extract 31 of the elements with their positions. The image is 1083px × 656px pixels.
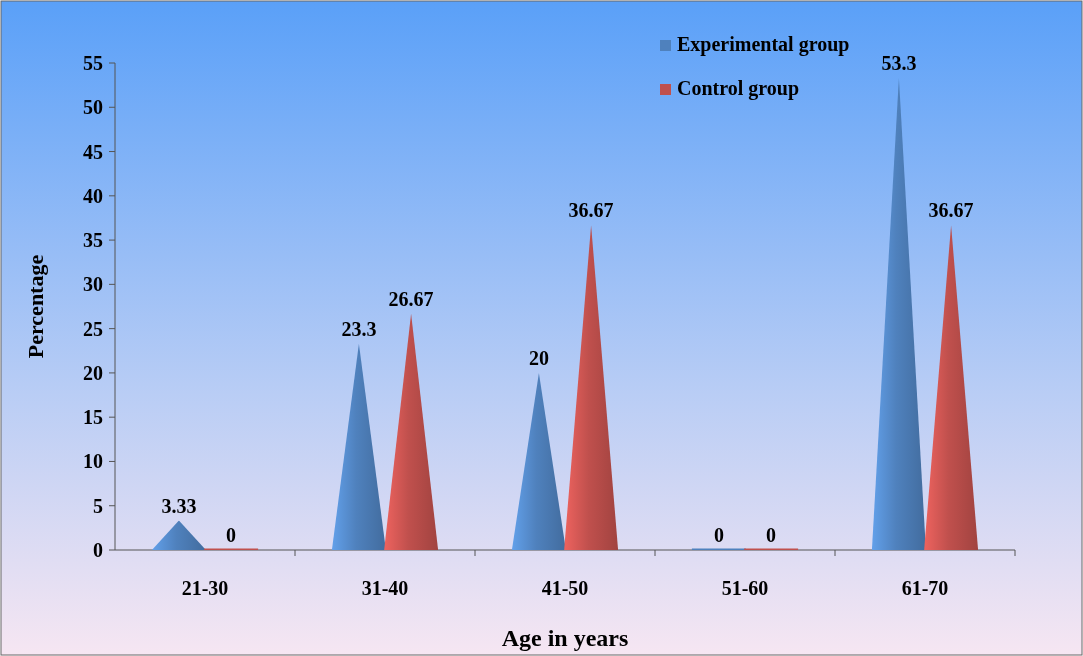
x-tick-label: 51-60 xyxy=(721,577,769,599)
x-tick-label: 31-40 xyxy=(361,577,409,599)
x-tick-label: 21-30 xyxy=(181,577,229,599)
y-tick-label: 10 xyxy=(83,450,103,473)
data-label: 20 xyxy=(528,346,549,369)
data-label: 36.67 xyxy=(928,199,974,222)
data-label: 23.3 xyxy=(341,317,377,340)
data-label: 0 xyxy=(226,524,237,546)
y-tick-label: 0 xyxy=(93,539,103,561)
y-tick-label: 25 xyxy=(83,317,103,340)
x-axis-title: Age in years xyxy=(501,625,629,651)
y-tick-label: 45 xyxy=(83,140,103,163)
data-label: 0 xyxy=(766,524,777,546)
y-tick-label: 40 xyxy=(83,184,103,207)
x-tick-label: 41-50 xyxy=(541,577,589,599)
data-label: 0 xyxy=(713,524,724,546)
legend-label: Control group xyxy=(677,77,800,100)
y-tick-label: 55 xyxy=(83,52,103,74)
y-tick-label: 15 xyxy=(83,406,103,429)
y-tick-label: 5 xyxy=(93,494,103,517)
x-tick-label: 61-70 xyxy=(901,577,949,599)
data-label: 36.67 xyxy=(568,199,614,222)
data-label: 53.3 xyxy=(881,52,917,75)
legend-label: Experimental group xyxy=(677,33,850,56)
y-tick-label: 20 xyxy=(83,361,103,384)
data-label: 3.33 xyxy=(161,494,197,517)
y-tick-label: 35 xyxy=(83,229,103,252)
data-label: 26.67 xyxy=(388,287,434,310)
y-tick-label: 50 xyxy=(83,96,103,119)
y-axis-title: Percentage xyxy=(23,254,48,359)
y-tick-label: 30 xyxy=(83,273,103,296)
